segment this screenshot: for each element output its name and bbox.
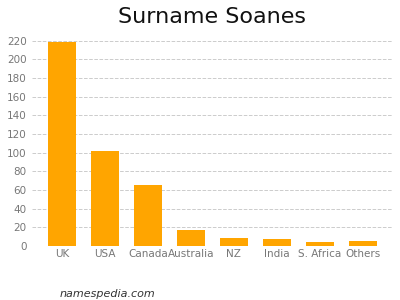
Bar: [177, 230, 205, 246]
Bar: [349, 241, 377, 246]
Bar: [306, 242, 334, 246]
Text: namespedia.com: namespedia.com: [60, 289, 156, 299]
Bar: [134, 185, 162, 246]
Bar: [220, 238, 248, 246]
Bar: [91, 151, 119, 246]
Bar: [48, 43, 76, 246]
Bar: [263, 238, 291, 246]
Title: Surname Soanes: Surname Soanes: [118, 7, 306, 27]
